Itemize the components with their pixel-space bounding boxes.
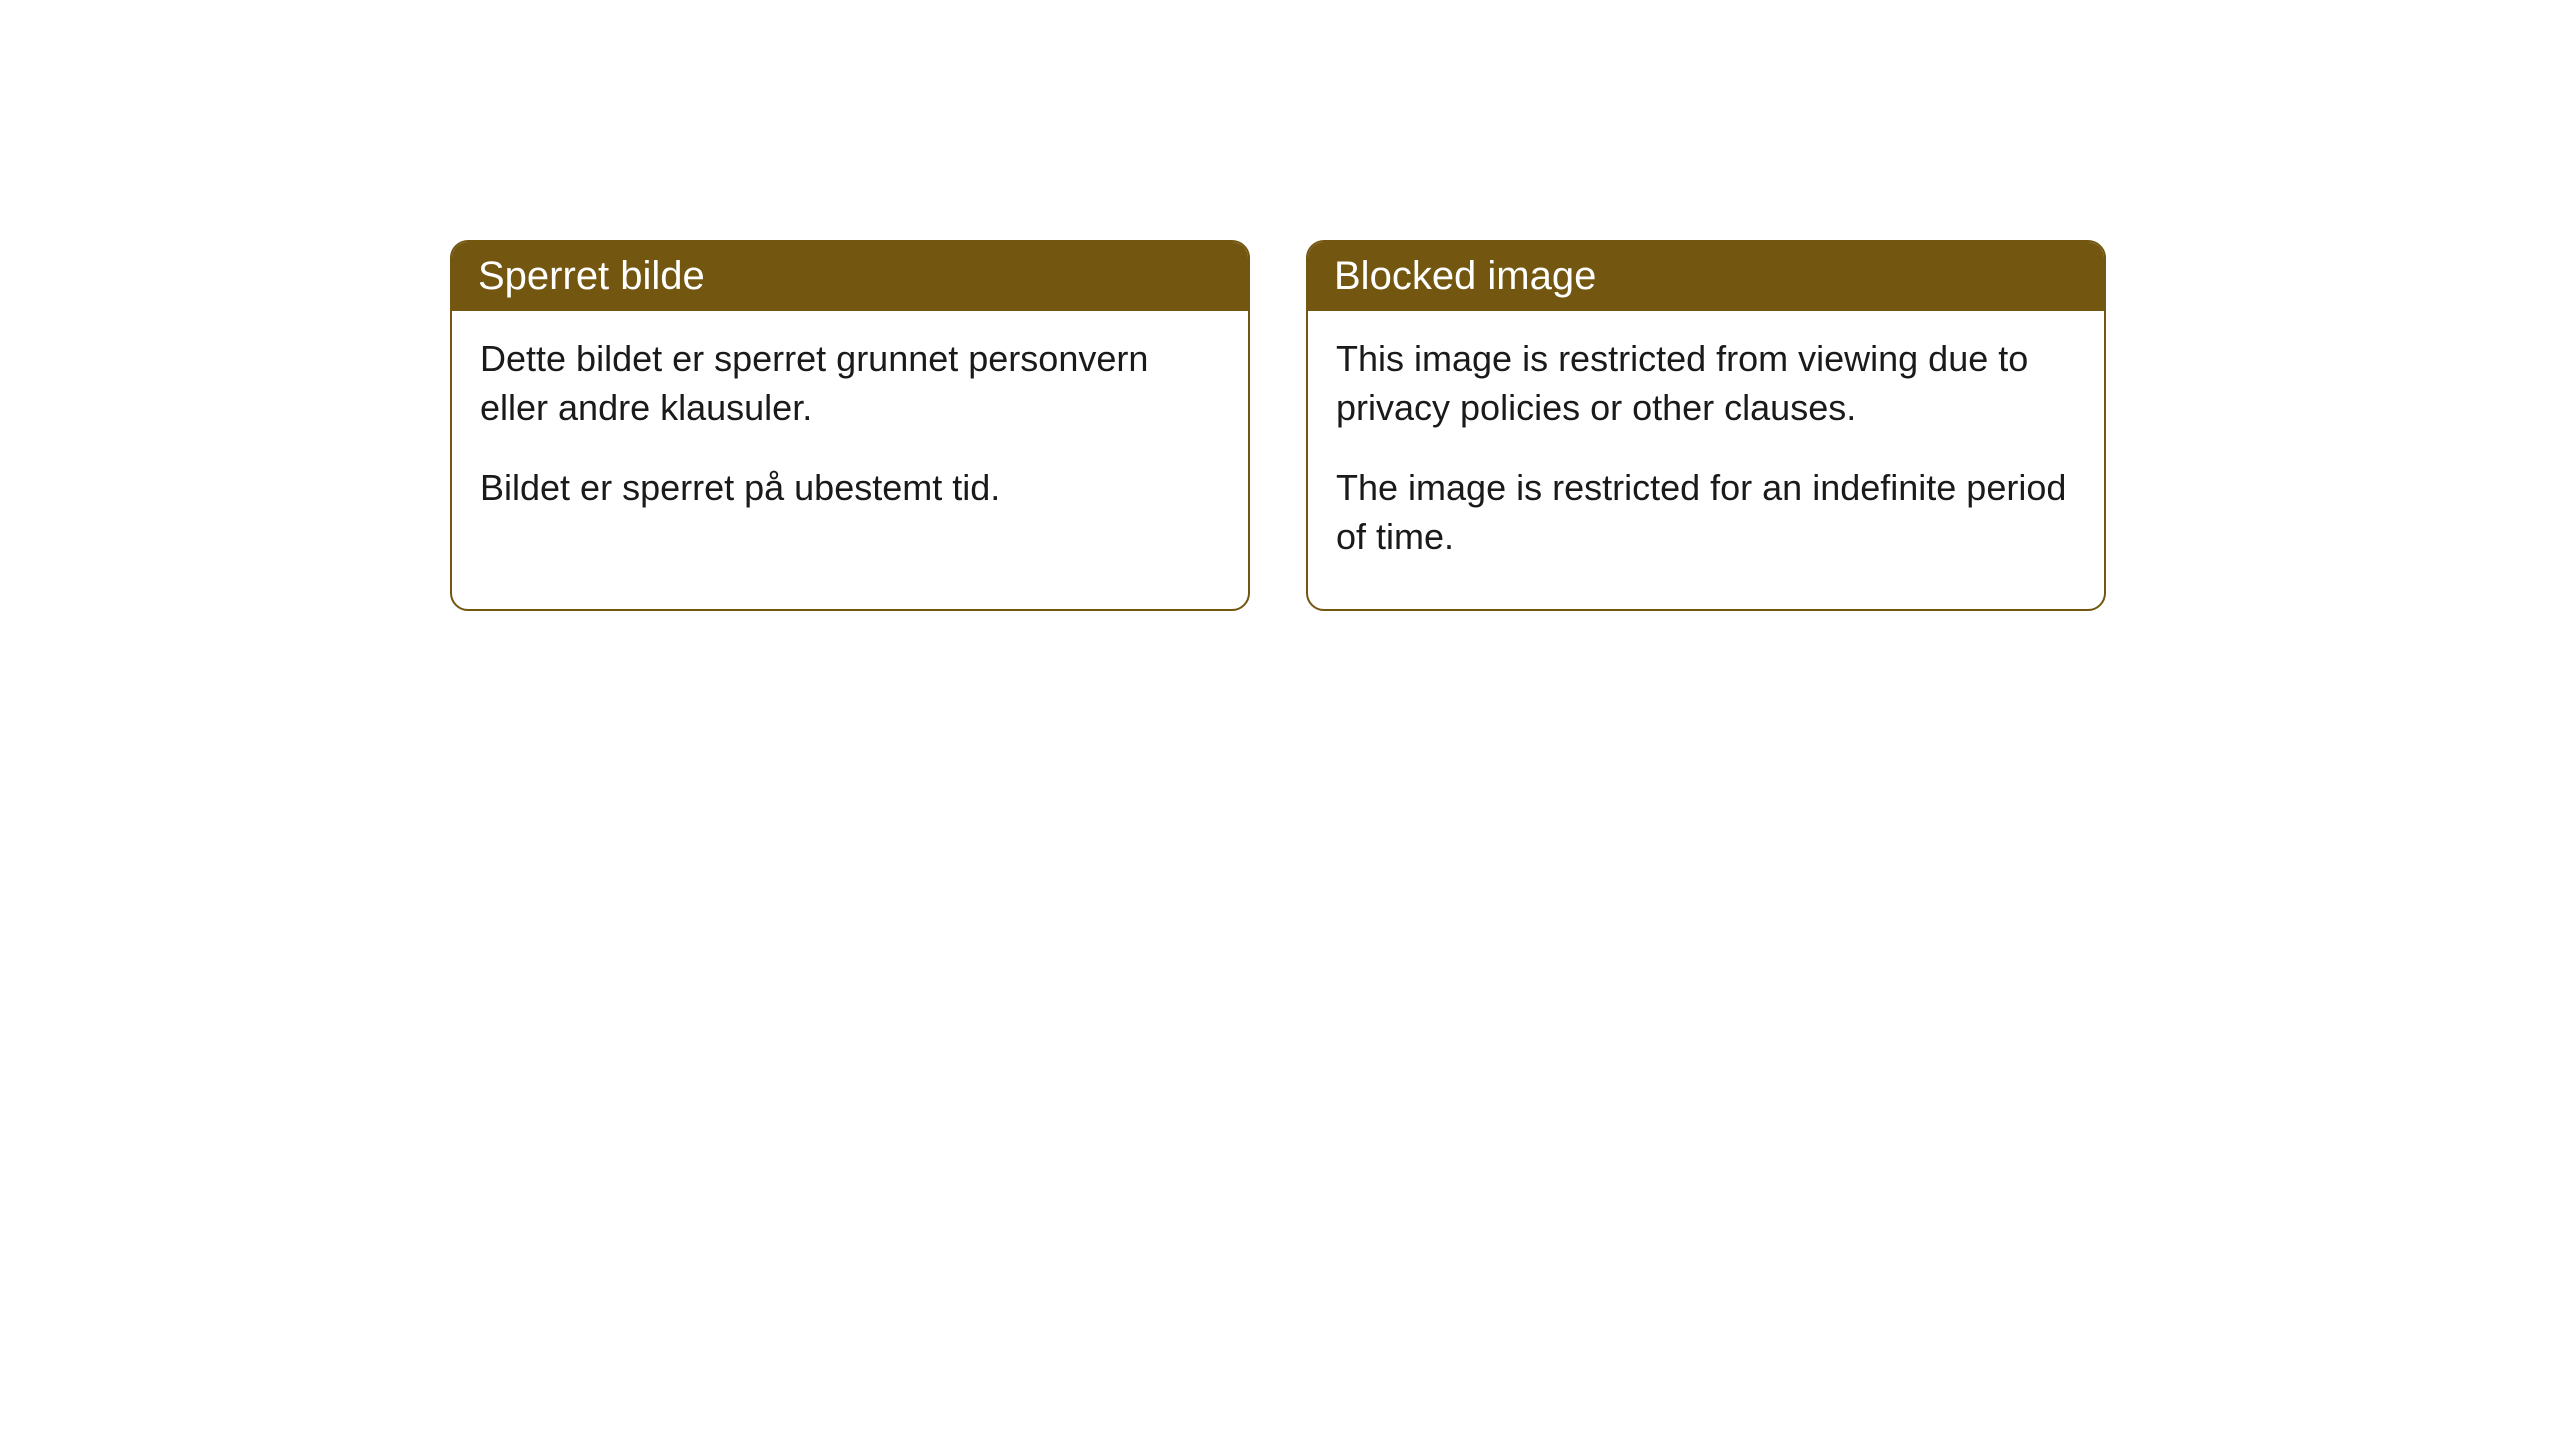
cards-container: Sperret bilde Dette bildet er sperret gr… <box>0 0 2560 611</box>
blocked-image-card-english: Blocked image This image is restricted f… <box>1306 240 2106 611</box>
card-body: This image is restricted from viewing du… <box>1308 311 2104 609</box>
card-paragraph: Dette bildet er sperret grunnet personve… <box>480 335 1220 432</box>
card-paragraph: This image is restricted from viewing du… <box>1336 335 2076 432</box>
card-header: Sperret bilde <box>452 242 1248 311</box>
card-body: Dette bildet er sperret grunnet personve… <box>452 311 1248 561</box>
card-paragraph: The image is restricted for an indefinit… <box>1336 464 2076 561</box>
card-paragraph: Bildet er sperret på ubestemt tid. <box>480 464 1220 513</box>
card-title: Blocked image <box>1334 254 1596 298</box>
card-title: Sperret bilde <box>478 254 705 298</box>
card-header: Blocked image <box>1308 242 2104 311</box>
blocked-image-card-norwegian: Sperret bilde Dette bildet er sperret gr… <box>450 240 1250 611</box>
